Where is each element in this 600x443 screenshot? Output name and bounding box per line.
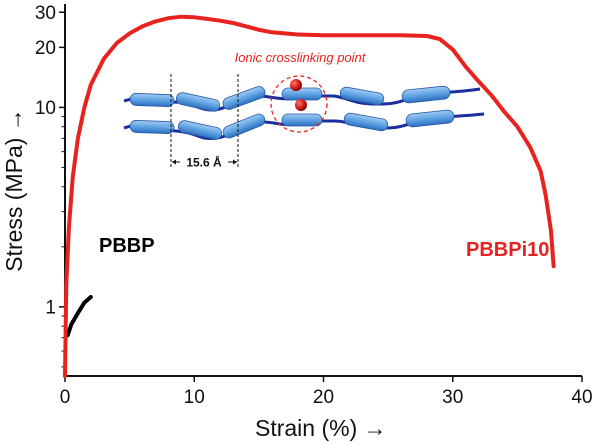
x-tick-label: 10 <box>184 387 205 408</box>
chain-segment <box>339 86 385 106</box>
series-layer <box>63 14 556 378</box>
series-label-pbbpi10: PBBPi10 <box>466 239 549 261</box>
x-axis-title: Strain (%) → <box>255 415 387 441</box>
chain-segment <box>405 109 455 128</box>
y-tick-label: 30 <box>35 3 56 24</box>
series-line-pbbp <box>65 295 93 338</box>
x-axis-ticks: 0 10 20 30 40 <box>60 376 593 408</box>
crosslink-schematic-inset: Ionic crosslinking point 15.6 Å <box>123 50 485 170</box>
y-tick-label: 1 <box>45 297 56 318</box>
x-tick-label: 30 <box>442 387 463 408</box>
x-tick-label: 0 <box>60 387 71 408</box>
spacing-arrowhead-right <box>233 159 237 165</box>
y-axis-title: Stress (MPa) → <box>1 108 27 272</box>
chain-segment <box>222 113 266 139</box>
crosslink-label: Ionic crosslinking point <box>235 50 367 65</box>
spacing-arrowhead-left <box>172 159 176 165</box>
chain-segment <box>401 85 451 104</box>
x-tick-label: 40 <box>571 387 592 408</box>
crosslink-highlight-circle <box>270 75 328 133</box>
chain-segment <box>343 112 389 132</box>
chain-segment <box>175 92 221 112</box>
chain-segment <box>129 120 175 134</box>
chain-segment <box>281 87 323 101</box>
y-tick-label: 20 <box>35 38 56 59</box>
chain-segment <box>177 120 223 140</box>
x-tick-label: 20 <box>313 387 334 408</box>
y-axis-ticks: 1 10 20 30 <box>35 3 65 368</box>
series-label-pbbp: PBBP <box>99 235 155 257</box>
chain-segment <box>129 93 175 107</box>
y-tick-label: 10 <box>35 98 56 119</box>
ion-sphere-upper <box>290 79 302 91</box>
series-line-pbbpi10 <box>63 14 556 378</box>
ion-sphere-lower <box>295 99 307 111</box>
chain-segment <box>281 113 323 127</box>
spacing-label: 15.6 Å <box>186 155 222 170</box>
chain-segment <box>222 86 266 110</box>
